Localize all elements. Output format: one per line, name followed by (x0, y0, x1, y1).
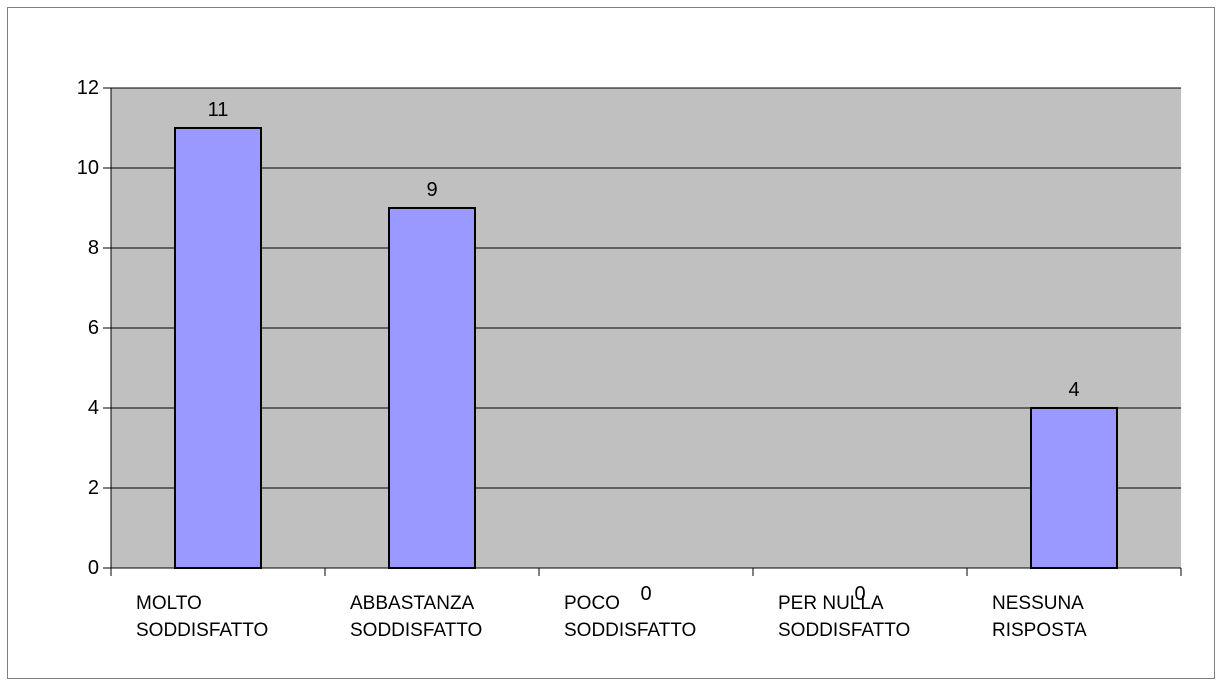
y-tick-label: 8 (88, 237, 99, 259)
gridlines (111, 87, 1181, 489)
bars (174, 127, 1118, 569)
y-axis-ticks: 0 2 4 6 8 10 12 (77, 77, 111, 579)
x-axis-labels: MOLTO SODDISFATTO ABBASTANZA SODDISFATTO POC… (136, 593, 1087, 641)
data-labels: 11 9 0 0 4 (208, 99, 1080, 605)
x-category-label: SODDISFATTO (564, 620, 696, 641)
data-label: 4 (1068, 379, 1079, 401)
y-tick-label: 4 (88, 397, 99, 419)
x-category-label: SODDISFATTO (778, 620, 910, 641)
bar (174, 127, 262, 569)
y-tick-label: 0 (88, 557, 99, 579)
data-label: 0 (854, 583, 865, 605)
x-category-label: SODDISFATTO (350, 620, 482, 641)
bar (1030, 407, 1118, 569)
y-tick-label: 6 (88, 317, 99, 339)
y-tick-label: 10 (77, 157, 99, 179)
x-category-label: SODDISFATTO (136, 620, 268, 641)
x-category-label: MOLTO (136, 593, 202, 614)
x-category-label: PER NULLA (778, 593, 884, 614)
bar (388, 207, 476, 569)
data-label: 0 (640, 583, 651, 605)
x-category-label: ABBASTANZA (350, 593, 475, 614)
data-label: 9 (426, 179, 437, 201)
x-category-label: NESSUNA (992, 593, 1084, 614)
y-tick-label: 2 (88, 477, 99, 499)
y-tick-label: 12 (77, 77, 99, 99)
x-category-label: RISPOSTA (992, 620, 1087, 641)
data-label: 11 (208, 99, 229, 121)
x-category-label: POCO (564, 593, 620, 614)
